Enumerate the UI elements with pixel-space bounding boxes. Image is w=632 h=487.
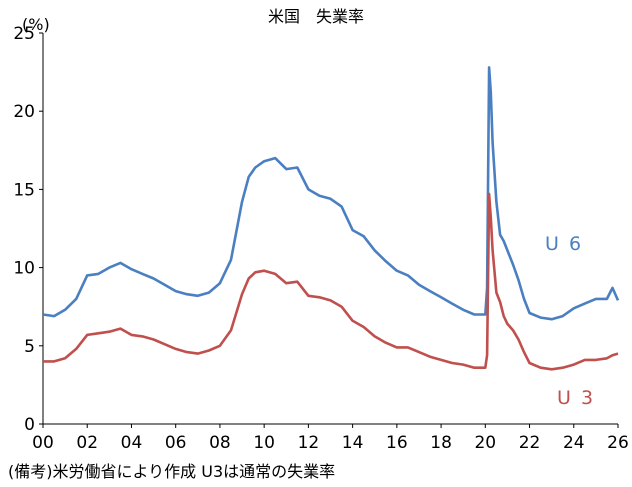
series-label-u3: U 3 <box>557 387 595 409</box>
x-tick-label: 08 <box>209 433 231 453</box>
x-tick-label: 26 <box>607 433 629 453</box>
x-tick-label: 12 <box>298 433 320 453</box>
x-tick-label: 06 <box>165 433 187 453</box>
y-tick-label: 10 <box>13 259 35 279</box>
x-tick-label: 00 <box>32 433 54 453</box>
x-tick-label: 22 <box>519 433 541 453</box>
x-tick-label: 16 <box>386 433 408 453</box>
axes: 0 5 10 15 20 25 00 02 04 06 08 10 12 14 16 18 20 22 24 26 <box>13 24 628 453</box>
series-lines <box>42 66 620 371</box>
y-tick-label: 15 <box>13 180 35 200</box>
x-tick-label: 02 <box>76 433 98 453</box>
y-tick-label: 0 <box>24 415 35 435</box>
x-tick-label: 24 <box>563 433 585 453</box>
series-line-u3 <box>43 192 619 371</box>
series-line-u6 <box>42 66 620 321</box>
x-tick-label: 14 <box>342 433 364 453</box>
chart-title: 米国 失業率 <box>268 7 364 26</box>
x-tick-label: 10 <box>253 433 275 453</box>
y-tick-label: 5 <box>24 337 35 357</box>
y-tick-label: 20 <box>13 102 35 122</box>
series-label-u6: U 6 <box>545 233 583 255</box>
x-tick-label: 18 <box>430 433 452 453</box>
source-note: (備考)米労働省により作成 U3は通常の失業率 <box>8 462 336 481</box>
x-tick-label: 04 <box>121 433 143 453</box>
y-tick-label: 25 <box>13 24 35 44</box>
y-axis-unit: (%) <box>22 15 50 34</box>
x-tick-label: 20 <box>474 433 496 453</box>
